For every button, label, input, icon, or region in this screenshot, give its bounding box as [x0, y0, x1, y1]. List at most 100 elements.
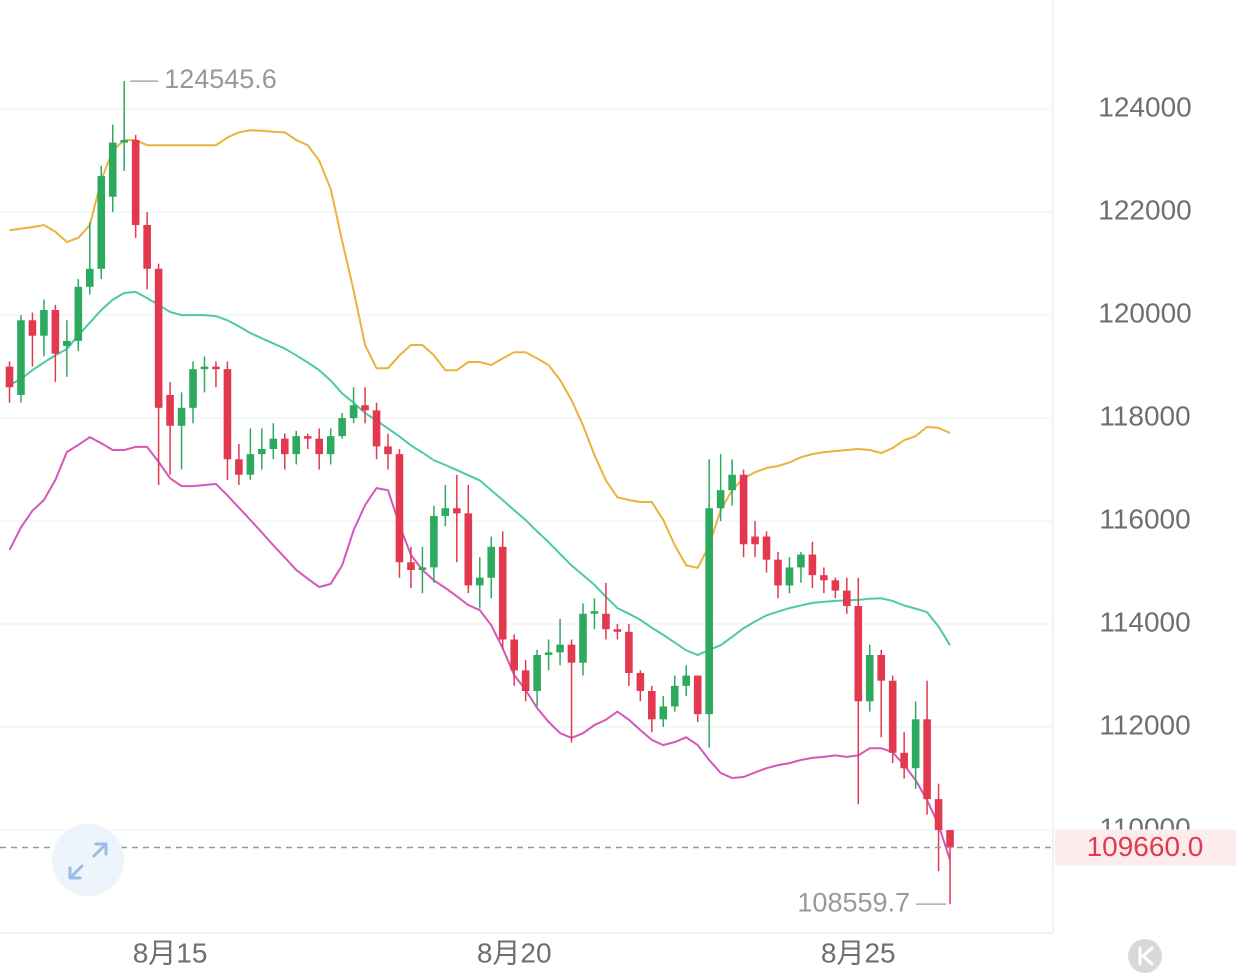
- y-tick-label: 118000: [1099, 400, 1190, 431]
- candle-body: [682, 675, 691, 686]
- candle-body: [579, 613, 587, 663]
- candle-body: [292, 436, 301, 455]
- candle-body: [934, 799, 943, 831]
- candle-body: [762, 536, 771, 560]
- candle-body: [590, 611, 599, 614]
- candle-body: [223, 369, 232, 460]
- candle-body: [315, 438, 323, 455]
- y-tick-label: 120000: [1098, 298, 1191, 329]
- candle-body: [189, 369, 197, 408]
- candle-body: [51, 309, 60, 354]
- candle-body: [74, 286, 83, 341]
- x-tick-label: 8月15: [133, 937, 208, 968]
- candle-body: [338, 418, 346, 437]
- candle-body: [464, 513, 473, 586]
- candle-body: [97, 176, 106, 269]
- candle-body: [441, 508, 450, 516]
- candle-body: [5, 366, 14, 388]
- candle-body: [395, 454, 404, 563]
- candle-body: [625, 631, 633, 673]
- candle-body: [648, 690, 656, 720]
- candle-body: [946, 830, 954, 848]
- collapse-button[interactable]: [1128, 939, 1162, 973]
- candle-body: [258, 448, 266, 455]
- candle-body: [865, 654, 874, 702]
- candle-body: [63, 340, 71, 347]
- x-tick-label: 8月25: [821, 937, 896, 968]
- candle-body: [567, 644, 576, 663]
- candle-body: [911, 719, 920, 769]
- candle-body: [361, 405, 369, 411]
- last-price-tag: [1055, 829, 1236, 866]
- y-tick-label: 116000: [1099, 503, 1190, 534]
- candle-body: [877, 654, 886, 681]
- candle-body: [418, 567, 427, 570]
- candle-body: [613, 629, 622, 632]
- candle-body: [900, 752, 908, 769]
- candle-body: [166, 394, 174, 426]
- min-label: 108559.7: [797, 887, 910, 917]
- last-price-label: 109660.0: [1087, 831, 1204, 862]
- candle-body: [820, 575, 828, 581]
- candle-body: [17, 320, 25, 395]
- candle-body: [693, 675, 702, 715]
- candle-body: [349, 405, 358, 419]
- candle-body: [808, 554, 817, 576]
- candle-body: [108, 142, 117, 197]
- band-line: [9, 129, 951, 570]
- y-tick-label: 112000: [1099, 709, 1190, 740]
- candle-body: [453, 508, 461, 514]
- candle-body: [120, 140, 128, 143]
- candle-body: [797, 554, 805, 568]
- y-tick-label: 122000: [1098, 195, 1191, 226]
- candle-body: [280, 438, 289, 455]
- candle-body: [556, 644, 564, 653]
- candle-body: [728, 474, 736, 491]
- candle-body: [269, 438, 278, 449]
- candle-body: [533, 654, 541, 691]
- candle-body: [407, 562, 415, 570]
- candle-body: [430, 515, 438, 568]
- candle-body: [475, 577, 484, 586]
- candle-body: [326, 436, 335, 455]
- candle-body: [751, 536, 759, 545]
- candle-body: [85, 268, 94, 287]
- candle-body: [384, 446, 392, 455]
- candle-body: [200, 366, 209, 370]
- candle-body: [774, 559, 782, 586]
- y-tick-label: 124000: [1098, 92, 1191, 123]
- candle-body: [888, 680, 897, 753]
- candle-body: [705, 508, 713, 715]
- candle-body: [670, 685, 679, 707]
- candle-body: [544, 652, 553, 655]
- candle-body: [212, 366, 220, 370]
- candle-body: [831, 580, 840, 591]
- candle-body: [372, 410, 381, 447]
- candle-body: [143, 225, 151, 269]
- candle-body: [659, 706, 668, 720]
- band-line: [9, 290, 951, 657]
- max-label: 124545.6: [164, 64, 277, 94]
- candle-body: [487, 546, 496, 578]
- candle-body: [843, 590, 851, 607]
- candle-body: [131, 140, 140, 226]
- candle-body: [636, 672, 645, 691]
- expand-button[interactable]: [52, 824, 124, 896]
- candle-body: [602, 613, 610, 630]
- candle-body: [498, 546, 507, 640]
- candle-body: [177, 407, 186, 426]
- candle-body: [40, 309, 48, 336]
- candle-body: [235, 459, 243, 475]
- candle-body: [521, 670, 530, 691]
- candle-body: [154, 268, 163, 408]
- y-tick-label: 114000: [1099, 606, 1190, 637]
- candle-body: [510, 639, 518, 671]
- candle-body: [739, 474, 748, 545]
- x-tick-label: 8月20: [477, 937, 552, 968]
- candle-body: [923, 719, 931, 800]
- candle-body: [246, 454, 255, 475]
- candle-body: [303, 436, 312, 439]
- candle-body: [854, 606, 863, 702]
